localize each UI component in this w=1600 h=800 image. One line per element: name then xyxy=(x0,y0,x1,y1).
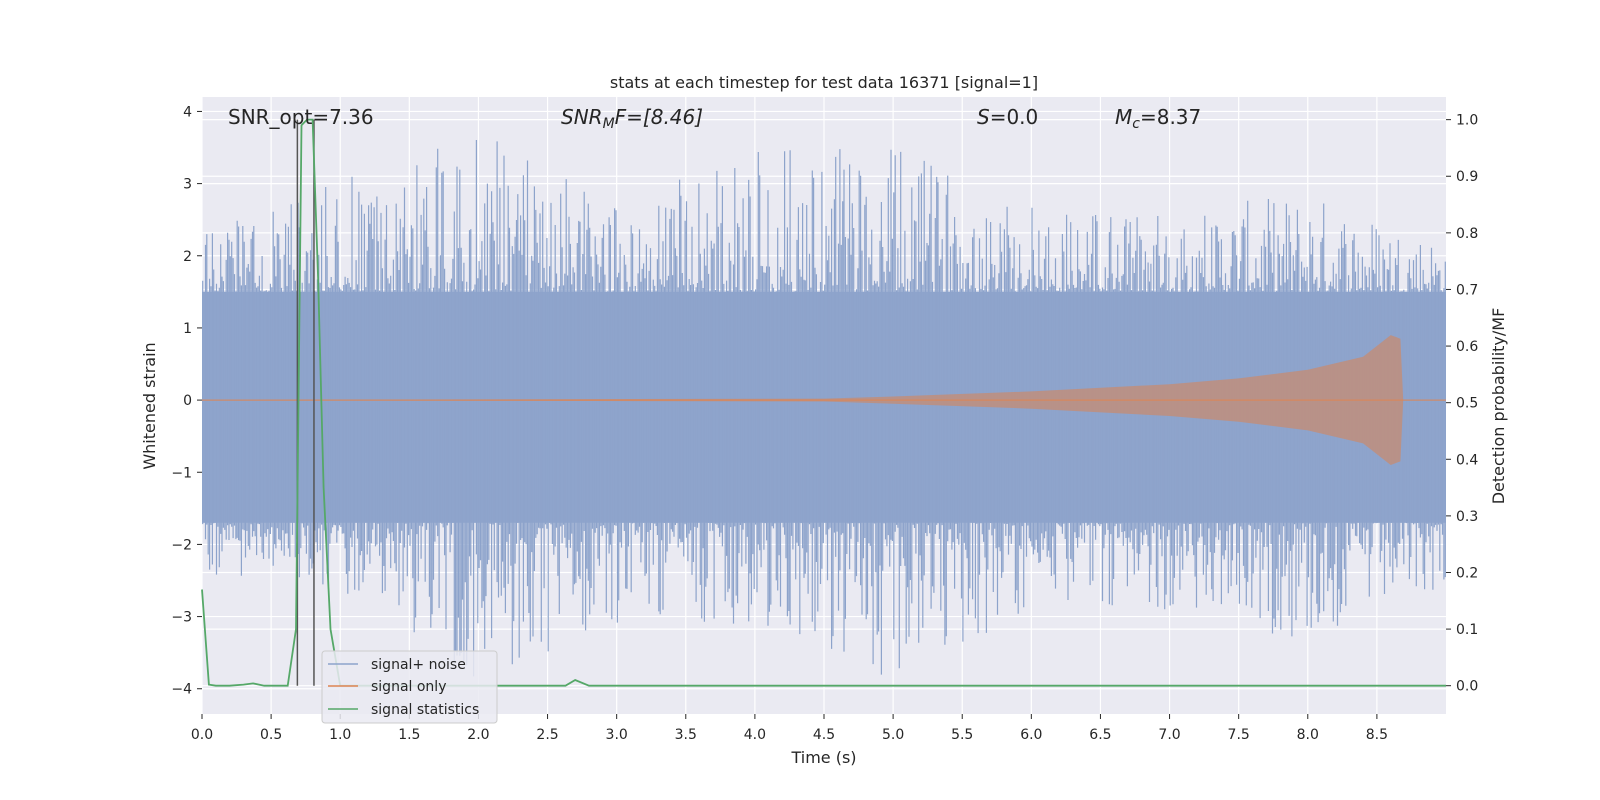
x-tick-label: 7.0 xyxy=(1158,727,1180,743)
x-tick-label: 6.5 xyxy=(1089,727,1111,743)
x-tick-label: 4.0 xyxy=(744,727,766,743)
y-left-tick-label: −3 xyxy=(171,610,192,626)
y-left-tick-label: 0 xyxy=(183,393,192,409)
annotation-s: S=0.0 xyxy=(977,105,1038,129)
y-axis-left-ticks: 4 3 2 1 0 −1 −2 −3 −4 xyxy=(171,104,202,698)
x-tick-label: 4.5 xyxy=(813,727,835,743)
x-tick-label: 7.5 xyxy=(1228,727,1250,743)
legend-label-signal-noise: signal+ noise xyxy=(371,657,466,673)
annotation-snr-opt: SNR_opt=7.36 xyxy=(228,105,374,129)
annotation-snr-mf: SNRMF=[8.46] xyxy=(561,105,703,132)
y-right-tick-label: 0.9 xyxy=(1456,169,1478,185)
y-axis-right-ticks: 1.0 0.9 0.8 0.7 0.6 0.5 0.4 0.3 0.2 0.1 0.0 xyxy=(1446,113,1478,695)
y-left-tick-label: 3 xyxy=(183,177,192,193)
y-right-tick-label: 0.3 xyxy=(1456,509,1478,525)
y-right-tick-label: 0.4 xyxy=(1456,452,1478,468)
x-tick-label: 0.0 xyxy=(191,727,213,743)
x-tick-label: 1.5 xyxy=(398,727,420,743)
y-right-tick-label: 0.6 xyxy=(1456,339,1478,355)
annotation-mc: Mc=8.37 xyxy=(1115,105,1201,132)
y-left-tick-label: 4 xyxy=(183,104,192,120)
y-right-tick-label: 0.2 xyxy=(1456,565,1478,581)
vertical-markers xyxy=(296,119,315,686)
y-right-tick-label: 0.1 xyxy=(1456,622,1478,638)
y-right-tick-label: 0.8 xyxy=(1456,226,1478,242)
noise-spikes xyxy=(202,140,1446,677)
y-axis-left-label: Whitened strain xyxy=(140,342,159,469)
x-tick-label: 2.5 xyxy=(536,727,558,743)
y-left-tick-label: −4 xyxy=(171,682,192,698)
x-tick-label: 3.0 xyxy=(606,727,628,743)
y-left-tick-label: −1 xyxy=(171,465,192,481)
x-tick-label: 0.5 xyxy=(260,727,282,743)
x-tick-label: 5.5 xyxy=(951,727,973,743)
y-right-tick-label: 0.0 xyxy=(1456,679,1478,695)
signal-statistics-series xyxy=(201,118,1446,687)
x-tick-label: 8.5 xyxy=(1366,727,1388,743)
x-tick-label: 8.0 xyxy=(1297,727,1319,743)
legend: signal+ noise signal only signal statist… xyxy=(321,650,498,724)
y-axis-right-label: Detection probability/MF xyxy=(1489,308,1508,505)
x-tick-label: 3.5 xyxy=(675,727,697,743)
legend-label-signal-statistics: signal statistics xyxy=(371,702,479,718)
legend-label-signal-only: signal only xyxy=(371,679,446,695)
x-axis-label: Time (s) xyxy=(790,748,856,767)
chart-title: stats at each timestep for test data 163… xyxy=(610,73,1038,92)
x-tick-label: 6.0 xyxy=(1020,727,1042,743)
x-tick-label: 5.0 xyxy=(882,727,904,743)
y-left-tick-label: 1 xyxy=(183,321,192,337)
x-tick-label: 1.0 xyxy=(329,727,351,743)
y-right-tick-label: 1.0 xyxy=(1456,113,1478,129)
signal-statistics-line xyxy=(201,118,1446,687)
y-left-tick-label: 2 xyxy=(183,249,192,265)
y-right-tick-label: 0.7 xyxy=(1456,282,1478,298)
y-right-tick-label: 0.5 xyxy=(1456,396,1478,412)
x-tick-label: 2.0 xyxy=(467,727,489,743)
signal-only-series xyxy=(202,335,1446,465)
x-axis-ticks: 0.0 0.5 1.0 1.5 2.0 2.5 3.0 3.5 4.0 4.5 5.0 5.5 6.0 6… xyxy=(191,714,1388,743)
legend-box xyxy=(321,650,498,724)
y-left-tick-label: −2 xyxy=(171,537,192,553)
